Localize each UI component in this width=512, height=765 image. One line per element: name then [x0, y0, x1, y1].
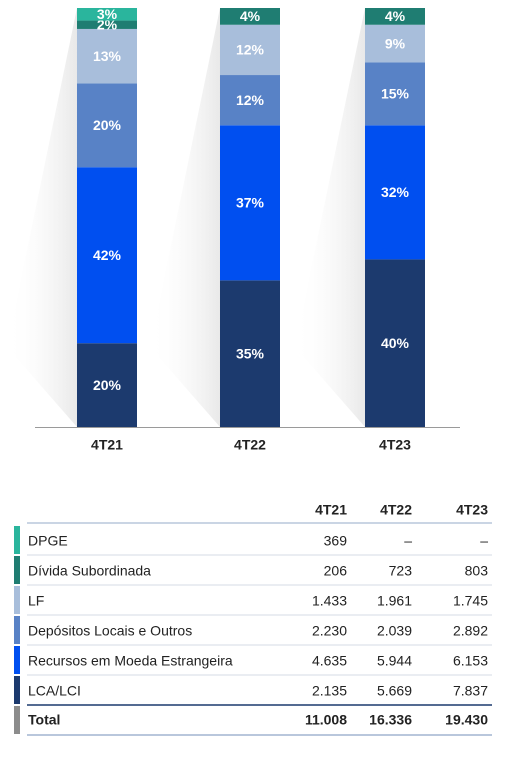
value-label: 32%: [381, 184, 410, 200]
x-tick-label: 4T23: [379, 437, 411, 453]
value-label: 37%: [236, 195, 265, 211]
value-label: 15%: [381, 86, 410, 102]
bar-segment: [220, 125, 280, 281]
row-label: Dívida Subordinada: [28, 563, 151, 579]
bar-segment: [365, 62, 425, 126]
bar-segment: [77, 343, 137, 427]
cell: –: [480, 533, 488, 549]
total-swatch: [14, 706, 20, 734]
bar-segment: [77, 28, 137, 84]
cell: 2.039: [377, 623, 412, 639]
bar-segment: [220, 75, 280, 126]
bar-segment: [365, 24, 425, 63]
cell: 2.135: [312, 683, 347, 699]
cell: 803: [465, 563, 489, 579]
total-label: Total: [28, 712, 60, 728]
cell: 4.635: [312, 653, 347, 669]
row-swatch: [14, 556, 20, 584]
row-label: Depósitos Locais e Outros: [28, 623, 192, 639]
total-cell: 16.336: [369, 712, 412, 728]
cell: 6.153: [453, 653, 488, 669]
total-cell: 19.430: [445, 712, 488, 728]
table-header: 4T22: [380, 502, 412, 518]
row-swatch: [14, 586, 20, 614]
cell: 2.230: [312, 623, 347, 639]
shade: [7, 8, 77, 427]
cell: 5.944: [377, 653, 412, 669]
value-label: 12%: [236, 92, 265, 108]
cell: 1.745: [453, 593, 488, 609]
cell: 1.961: [377, 593, 412, 609]
value-label: 3%: [97, 6, 118, 22]
value-label: 40%: [381, 335, 410, 351]
bar-segment: [220, 8, 280, 25]
bar-segment: [77, 8, 137, 21]
shade: [295, 8, 365, 427]
bar-segment: [365, 8, 425, 25]
value-label: 20%: [93, 377, 122, 393]
value-label: 9%: [385, 35, 406, 51]
bar-segment: [77, 83, 137, 168]
value-label: 13%: [93, 48, 122, 64]
cell: 206: [324, 563, 348, 579]
cell: 369: [324, 533, 348, 549]
row-swatch: [14, 526, 20, 554]
bar-segment: [365, 125, 425, 260]
cell: 2.892: [453, 623, 488, 639]
cell: 5.669: [377, 683, 412, 699]
cell: –: [404, 533, 412, 549]
bar-segment: [220, 280, 280, 427]
bar-segment: [77, 167, 137, 344]
value-label: 20%: [93, 117, 122, 133]
value-label: 4%: [240, 8, 261, 24]
x-tick-label: 4T22: [234, 437, 266, 453]
table-header: 4T21: [315, 502, 347, 518]
row-swatch: [14, 616, 20, 644]
value-label: 42%: [93, 247, 122, 263]
row-swatch: [14, 646, 20, 674]
row-label: LF: [28, 593, 44, 609]
cell: 723: [389, 563, 413, 579]
row-label: Recursos em Moeda Estrangeira: [28, 653, 233, 669]
bar-segment: [365, 259, 425, 427]
shade: [150, 8, 220, 427]
value-label: 12%: [236, 42, 265, 58]
bar-segment: [77, 20, 137, 29]
total-cell: 11.008: [305, 712, 347, 728]
table-header: 4T23: [456, 502, 488, 518]
value-label: 4%: [385, 8, 406, 24]
row-swatch: [14, 676, 20, 704]
bar-segment: [220, 24, 280, 76]
cell: 7.837: [453, 683, 488, 699]
row-label: DPGE: [28, 533, 68, 549]
value-label: 35%: [236, 345, 265, 361]
cell: 1.433: [312, 593, 347, 609]
row-label: LCA/LCI: [28, 683, 81, 699]
x-tick-label: 4T21: [91, 437, 123, 453]
